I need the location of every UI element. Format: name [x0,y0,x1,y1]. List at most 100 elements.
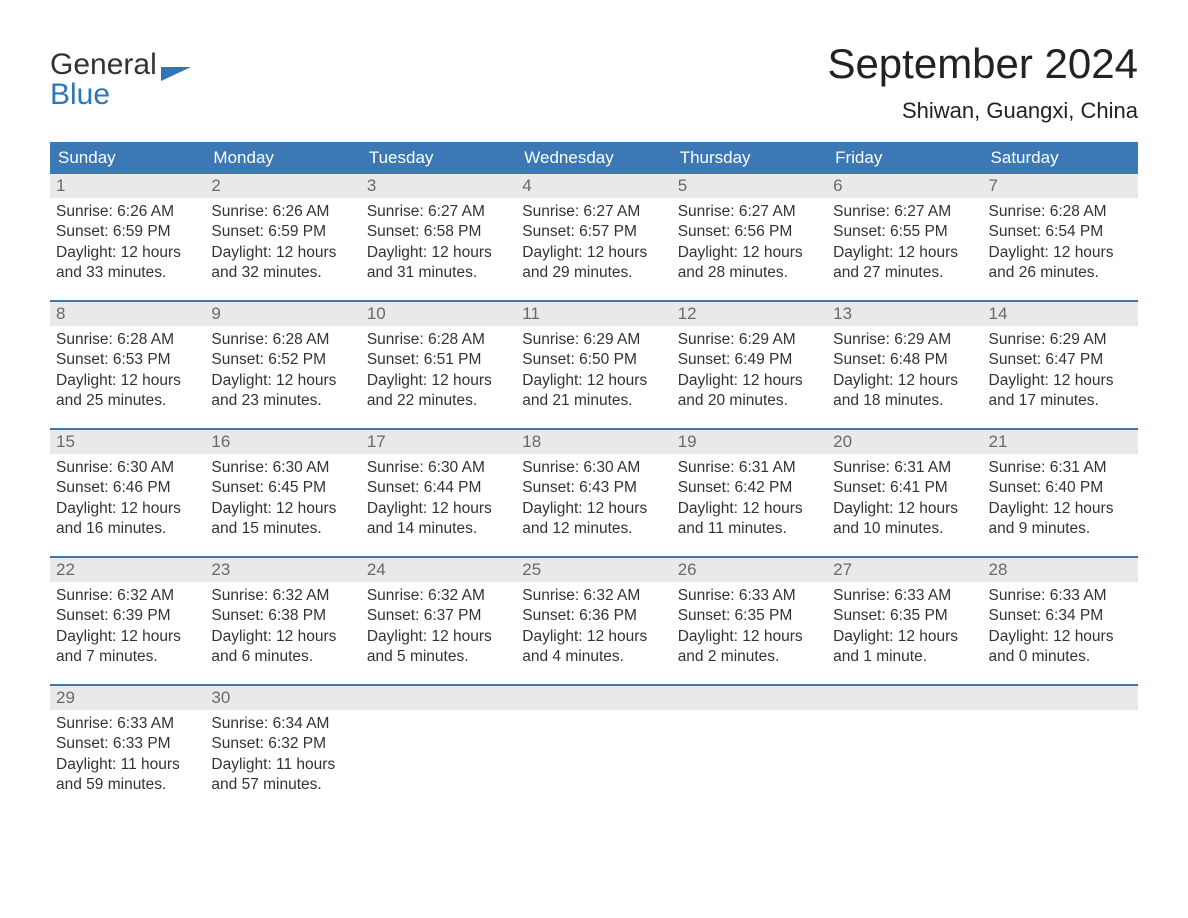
daylight-text-1: Daylight: 12 hours [367,371,510,391]
daylight-text-1: Daylight: 12 hours [367,627,510,647]
day-body: Sunrise: 6:34 AMSunset: 6:32 PMDaylight:… [205,710,360,802]
daylight-text-1: Daylight: 12 hours [522,371,665,391]
daylight-text-1: Daylight: 12 hours [678,371,821,391]
week-row: 8Sunrise: 6:28 AMSunset: 6:53 PMDaylight… [50,300,1138,428]
day-cell: 12Sunrise: 6:29 AMSunset: 6:49 PMDayligh… [672,302,827,428]
day-number: 4 [516,174,671,198]
sunrise-text: Sunrise: 6:30 AM [522,458,665,478]
empty-cell [827,686,982,812]
sunset-text: Sunset: 6:50 PM [522,350,665,370]
daylight-text-1: Daylight: 12 hours [367,243,510,263]
daylight-text-1: Daylight: 12 hours [989,243,1132,263]
day-body: Sunrise: 6:28 AMSunset: 6:54 PMDaylight:… [983,198,1138,290]
daylight-text-2: and 28 minutes. [678,263,821,283]
daylight-text-1: Daylight: 12 hours [56,499,199,519]
day-cell: 13Sunrise: 6:29 AMSunset: 6:48 PMDayligh… [827,302,982,428]
sunset-text: Sunset: 6:41 PM [833,478,976,498]
sunset-text: Sunset: 6:46 PM [56,478,199,498]
sunrise-text: Sunrise: 6:26 AM [211,202,354,222]
sunset-text: Sunset: 6:36 PM [522,606,665,626]
day-number: 27 [827,558,982,582]
day-cell: 11Sunrise: 6:29 AMSunset: 6:50 PMDayligh… [516,302,671,428]
day-cell: 4Sunrise: 6:27 AMSunset: 6:57 PMDaylight… [516,174,671,300]
sunset-text: Sunset: 6:34 PM [989,606,1132,626]
day-cell: 24Sunrise: 6:32 AMSunset: 6:37 PMDayligh… [361,558,516,684]
daylight-text-2: and 20 minutes. [678,391,821,411]
week-row: 29Sunrise: 6:33 AMSunset: 6:33 PMDayligh… [50,684,1138,812]
day-body: Sunrise: 6:29 AMSunset: 6:48 PMDaylight:… [827,326,982,418]
day-body: Sunrise: 6:32 AMSunset: 6:36 PMDaylight:… [516,582,671,674]
day-number: 25 [516,558,671,582]
weekday-header: Friday [827,142,982,174]
day-number: 22 [50,558,205,582]
daylight-text-1: Daylight: 12 hours [833,627,976,647]
sunset-text: Sunset: 6:59 PM [56,222,199,242]
logo-text-block: General Blue [50,50,157,110]
daylight-text-1: Daylight: 12 hours [522,627,665,647]
daylight-text-2: and 29 minutes. [522,263,665,283]
daylight-text-1: Daylight: 12 hours [833,499,976,519]
day-body: Sunrise: 6:29 AMSunset: 6:49 PMDaylight:… [672,326,827,418]
daylight-text-1: Daylight: 12 hours [211,243,354,263]
empty-cell [983,686,1138,812]
daylight-text-2: and 15 minutes. [211,519,354,539]
day-number: 7 [983,174,1138,198]
daylight-text-2: and 18 minutes. [833,391,976,411]
month-title: September 2024 [827,40,1138,88]
day-number: 15 [50,430,205,454]
flag-icon [161,67,191,94]
weekday-header: Wednesday [516,142,671,174]
weeks-container: 1Sunrise: 6:26 AMSunset: 6:59 PMDaylight… [50,174,1138,812]
daylight-text-2: and 25 minutes. [56,391,199,411]
day-number: 8 [50,302,205,326]
daylight-text-2: and 12 minutes. [522,519,665,539]
sunset-text: Sunset: 6:37 PM [367,606,510,626]
sunrise-text: Sunrise: 6:28 AM [989,202,1132,222]
day-body: Sunrise: 6:33 AMSunset: 6:35 PMDaylight:… [672,582,827,674]
day-body: Sunrise: 6:30 AMSunset: 6:45 PMDaylight:… [205,454,360,546]
logo-line2: Blue [50,80,157,110]
day-body: Sunrise: 6:26 AMSunset: 6:59 PMDaylight:… [50,198,205,290]
sunrise-text: Sunrise: 6:32 AM [522,586,665,606]
daylight-text-1: Daylight: 12 hours [211,627,354,647]
day-number: 3 [361,174,516,198]
daylight-text-1: Daylight: 12 hours [833,371,976,391]
logo-line1: General [50,50,157,80]
day-body: Sunrise: 6:28 AMSunset: 6:52 PMDaylight:… [205,326,360,418]
daylight-text-1: Daylight: 12 hours [211,371,354,391]
daylight-text-1: Daylight: 12 hours [211,499,354,519]
weekday-header: Sunday [50,142,205,174]
daylight-text-2: and 16 minutes. [56,519,199,539]
day-number: 26 [672,558,827,582]
day-body: Sunrise: 6:26 AMSunset: 6:59 PMDaylight:… [205,198,360,290]
day-number: 1 [50,174,205,198]
sunrise-text: Sunrise: 6:34 AM [211,714,354,734]
day-number: 14 [983,302,1138,326]
daylight-text-1: Daylight: 12 hours [522,499,665,519]
sunset-text: Sunset: 6:42 PM [678,478,821,498]
sunset-text: Sunset: 6:51 PM [367,350,510,370]
day-body: Sunrise: 6:27 AMSunset: 6:55 PMDaylight:… [827,198,982,290]
weekday-header-row: Sunday Monday Tuesday Wednesday Thursday… [50,142,1138,174]
day-cell: 26Sunrise: 6:33 AMSunset: 6:35 PMDayligh… [672,558,827,684]
sunrise-text: Sunrise: 6:26 AM [56,202,199,222]
daylight-text-2: and 59 minutes. [56,775,199,795]
daylight-text-2: and 2 minutes. [678,647,821,667]
daylight-text-2: and 14 minutes. [367,519,510,539]
daylight-text-2: and 17 minutes. [989,391,1132,411]
sunrise-text: Sunrise: 6:27 AM [367,202,510,222]
sunrise-text: Sunrise: 6:33 AM [56,714,199,734]
sunrise-text: Sunrise: 6:30 AM [56,458,199,478]
day-body: Sunrise: 6:33 AMSunset: 6:35 PMDaylight:… [827,582,982,674]
sunrise-text: Sunrise: 6:28 AM [211,330,354,350]
sunset-text: Sunset: 6:56 PM [678,222,821,242]
daylight-text-1: Daylight: 12 hours [678,243,821,263]
daylight-text-2: and 9 minutes. [989,519,1132,539]
day-cell: 16Sunrise: 6:30 AMSunset: 6:45 PMDayligh… [205,430,360,556]
day-number: 24 [361,558,516,582]
sunrise-text: Sunrise: 6:27 AM [678,202,821,222]
weekday-header: Saturday [983,142,1138,174]
sunrise-text: Sunrise: 6:28 AM [56,330,199,350]
day-cell: 23Sunrise: 6:32 AMSunset: 6:38 PMDayligh… [205,558,360,684]
day-body: Sunrise: 6:27 AMSunset: 6:57 PMDaylight:… [516,198,671,290]
